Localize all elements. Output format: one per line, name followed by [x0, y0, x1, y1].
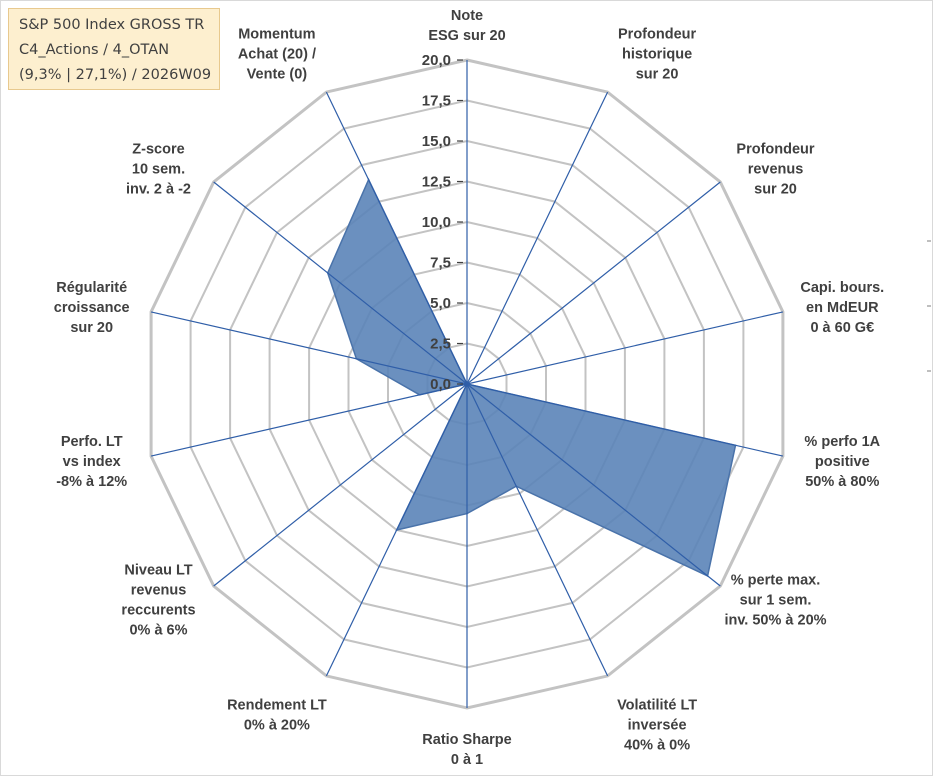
frame-tick-mark [927, 240, 931, 242]
axis-line [466, 311, 784, 385]
axis-label: revenus [131, 583, 187, 599]
axis-label: inv. 2 à -2 [126, 181, 191, 197]
axis-label: Z-score [132, 141, 184, 157]
tick-label: 10,0 [422, 214, 451, 231]
axis-line [325, 91, 468, 385]
axis-label: Profondeur [618, 26, 696, 42]
title-line-1: S&P 500 Index GROSS TR [19, 17, 205, 33]
chart-title-box: S&P 500 Index GROSS TR C4_Actions / 4_OT… [8, 8, 220, 90]
axis-line [466, 383, 609, 677]
axis-label: positive [815, 454, 870, 470]
axis-label: revenus [748, 161, 804, 177]
axis-line [325, 383, 468, 677]
axis-label: -8% à 12% [56, 474, 127, 490]
tick-label: 15,0 [422, 133, 451, 150]
axis-label: 0 à 1 [451, 752, 483, 768]
axis-label: Profondeur [736, 141, 814, 157]
tick-label: 12,5 [422, 174, 451, 191]
axis-label: sur 20 [754, 181, 797, 197]
axis-label: inversée [628, 718, 687, 734]
axis-label: Niveau LT [124, 563, 192, 579]
tick-label: 2,5 [430, 336, 451, 353]
axis-label: % perte max. [731, 573, 820, 589]
frame-tick-mark [927, 370, 931, 372]
axis-label: Volatilité LT [617, 698, 697, 714]
axis-label: Note [451, 8, 483, 24]
axis-label: reccurents [121, 603, 195, 619]
tick-label: 5,0 [430, 295, 451, 312]
axis-line [150, 383, 468, 457]
axis-line [466, 383, 784, 457]
axis-label: % perfo 1A [804, 434, 880, 450]
title-line-2: C4_Actions / 4_OTAN [19, 42, 170, 58]
tick-label: 20,0 [422, 52, 451, 69]
axis-label: sur 1 sem. [740, 593, 812, 609]
tick-label: 7,5 [430, 255, 451, 272]
tick-labels: 0,0 2,5 5,0 7,5 10,0 12,5 15,0 17,5 20,0 [422, 52, 463, 393]
axis-label: 40% à 0% [624, 738, 690, 754]
axis-label: sur 20 [70, 320, 113, 336]
axis-label: Vente (0) [247, 66, 308, 82]
axis-label: vs index [63, 454, 121, 470]
axis-labels: Note ESG sur 20 Profondeur historique sur 20… [54, 8, 884, 768]
axis-label: Achat (20) / [238, 46, 316, 62]
axis-line [466, 383, 721, 587]
axis-line [466, 181, 721, 385]
axis-label: Momentum [238, 26, 315, 42]
axis-label: historique [622, 46, 692, 62]
axis-label: Rendement LT [227, 698, 327, 714]
axis-label: 0% à 20% [244, 718, 310, 734]
axis-label: ESG sur 20 [428, 28, 505, 44]
tick-label: 17,5 [422, 93, 451, 110]
axis-label: sur 20 [636, 66, 679, 82]
axis-label: 10 sem. [132, 161, 185, 177]
axis-label: croissance [54, 300, 130, 316]
axis-label: inv. 50% à 20% [724, 613, 826, 629]
axis-label: Régularité [56, 280, 127, 296]
title-line-3: (9,3% | 27,1%) / 2026W09 [19, 67, 212, 83]
axis-label: 0% à 6% [129, 623, 187, 639]
axis-label: 50% à 80% [805, 474, 879, 490]
axis-label: 0 à 60 G€ [810, 320, 874, 336]
tick-label: 0,0 [430, 376, 451, 393]
axis-line [213, 181, 468, 385]
axis-line [466, 91, 609, 385]
frame-tick-mark [927, 305, 931, 307]
axis-label: Perfo. LT [61, 434, 123, 450]
axis-line [213, 383, 468, 587]
axis-label: en MdEUR [806, 300, 879, 316]
series-area [326, 177, 737, 577]
axis-label: Capi. bours. [800, 280, 884, 296]
axes [150, 60, 784, 708]
axis-label: Ratio Sharpe [422, 732, 511, 748]
axis-line [150, 311, 468, 385]
